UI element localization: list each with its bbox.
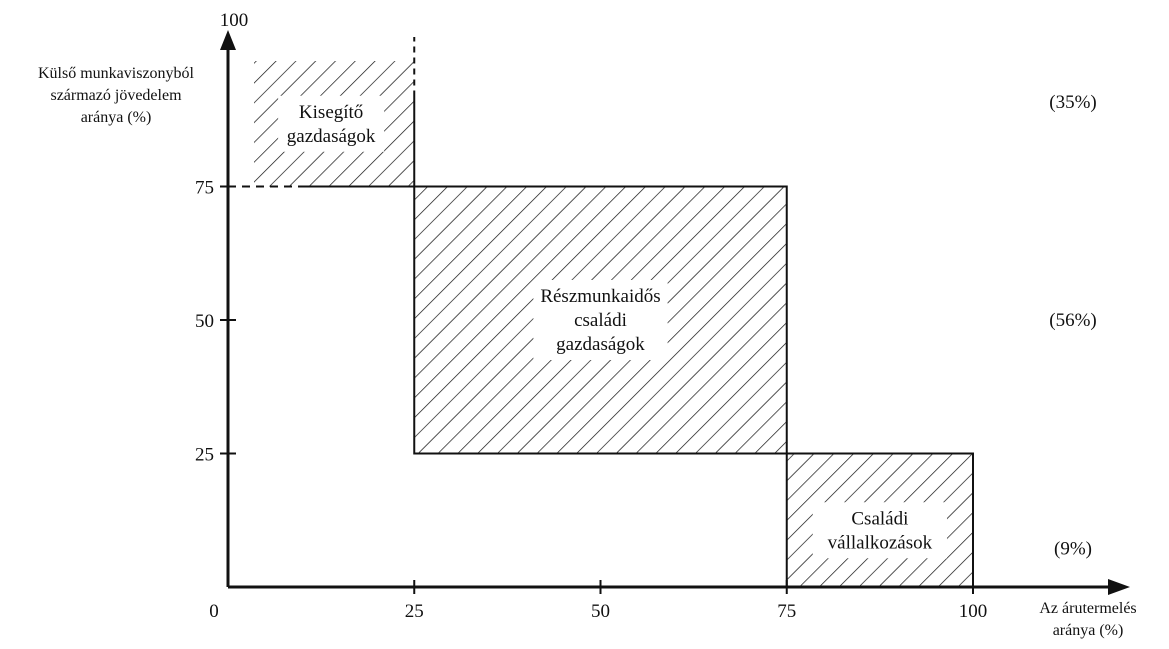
y-tick-label-0: 25 bbox=[195, 445, 214, 466]
region-label-bg-1 bbox=[533, 280, 668, 360]
label-layer: Kisegítő gazdaságok (35%) Részmunkaidős csal… bbox=[38, 10, 1137, 639]
region-label-0: Kisegítő gazdaságok bbox=[287, 102, 376, 147]
x-tick-label-3: 75 bbox=[777, 601, 796, 622]
region-label-2: Családi vállalkozások bbox=[828, 508, 933, 553]
axes-layer bbox=[220, 30, 1130, 595]
region-layer bbox=[228, 37, 974, 588]
x-axis-arrow bbox=[1108, 579, 1130, 595]
y-tick-label-1: 50 bbox=[195, 311, 214, 332]
y-axis-arrow bbox=[220, 30, 236, 50]
x-tick-label-4: 100 bbox=[959, 601, 988, 622]
x-tick-label-0: 0 bbox=[209, 601, 219, 622]
region-share-0: (35%) bbox=[1049, 92, 1096, 113]
x-axis-label: Az árutermelés aránya (%) bbox=[1039, 600, 1136, 639]
region-label-1: Részmunkaidős családi gazdaságok bbox=[540, 286, 660, 355]
region-label-bg-0 bbox=[278, 95, 385, 152]
y-tick-label-2: 75 bbox=[195, 178, 214, 199]
y-axis-label: Külső munkaviszonyból származó jövedelem a… bbox=[38, 65, 195, 126]
y-tick-label-3: 100 bbox=[220, 10, 249, 31]
region-share-2: (9%) bbox=[1054, 538, 1092, 559]
region-share-1: (56%) bbox=[1049, 310, 1096, 331]
x-tick-label-1: 25 bbox=[405, 601, 424, 622]
x-tick-label-2: 50 bbox=[591, 601, 610, 622]
region-label-bg-2 bbox=[812, 502, 947, 559]
